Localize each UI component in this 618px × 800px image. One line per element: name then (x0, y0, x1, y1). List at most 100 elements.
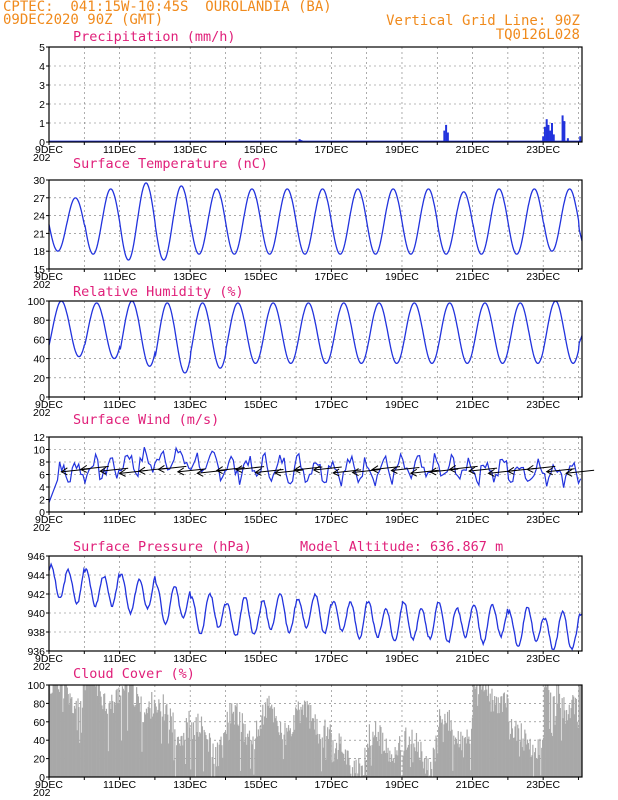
precip-bar (550, 123, 553, 142)
cloud-bar (212, 743, 214, 777)
cloud-bar (248, 730, 251, 777)
cloud-bar (501, 696, 503, 777)
cloud-bar (527, 743, 529, 777)
cloud-bar (224, 731, 227, 777)
cloud-bar (546, 685, 548, 777)
cloud-bar (393, 762, 395, 777)
cloud-bar (449, 731, 451, 777)
cloud-bar (295, 707, 297, 777)
cloud-bar (256, 736, 259, 777)
cloud-bar (542, 739, 544, 777)
cloud-bar (157, 709, 159, 777)
panel-title: Precipitation (mm/h) (73, 29, 236, 45)
cloud-bar (237, 724, 239, 777)
precip-bar (549, 130, 552, 142)
cloud-bar (78, 707, 80, 777)
cloud-bar (340, 736, 342, 777)
cloud-bar (137, 696, 140, 777)
cloud-bar (460, 731, 462, 777)
panel-title: Cloud Cover (%) (73, 666, 195, 682)
cloud-bar (61, 685, 63, 777)
cloud-bar (189, 727, 191, 777)
cloud-bar (332, 740, 334, 777)
cloud-bar (327, 727, 329, 777)
cloud-bar (362, 775, 364, 777)
cloud-bar (85, 685, 87, 777)
cloud-bar (488, 701, 490, 777)
cloud-bar (538, 754, 540, 777)
cloud-bar (64, 685, 66, 777)
cloud-bar (384, 752, 386, 777)
cloud-bar (264, 702, 267, 777)
cloud-bar (436, 738, 438, 777)
y-tick-label: 1 (39, 118, 45, 130)
cloud-bar (155, 706, 157, 777)
cloud-bar (218, 744, 220, 777)
y-tick-label: 80 (33, 315, 45, 327)
cloud-bar (267, 705, 269, 777)
wind-barb (80, 465, 109, 470)
cloud-bar (299, 723, 301, 777)
cloud-bar (125, 685, 127, 777)
y-tick-label: 4 (39, 482, 45, 494)
cloud-bar (487, 685, 490, 777)
cloud-bar (403, 750, 405, 777)
y-tick-label: 6 (39, 470, 45, 482)
cloud-bar (123, 690, 125, 777)
cloud-bar (57, 689, 60, 777)
panel-annotation: Model Altitude: 636.867 m (300, 539, 503, 555)
wind-barb-head (429, 467, 437, 476)
cloud-bar (313, 729, 315, 777)
x-tick-label: 15DEC (244, 271, 278, 283)
x-tick-label: 23DEC (526, 779, 560, 791)
cloud-bar (72, 713, 75, 777)
cloud-bar (390, 761, 392, 777)
cloud-bar (369, 745, 371, 777)
cloud-bar (179, 745, 181, 777)
wind-barb (371, 466, 401, 471)
cloud-bar (523, 750, 525, 777)
cloud-bar (154, 702, 156, 777)
cloud-bar (322, 747, 324, 777)
cloud-bar (338, 733, 340, 777)
cloud-bar (87, 685, 89, 777)
cloud-bar (350, 773, 352, 777)
cloud-bar (535, 758, 537, 777)
cloud-bar (442, 742, 444, 777)
cloud-bar (524, 729, 526, 777)
cloud-bar (88, 685, 91, 777)
wind-barb-head (390, 466, 398, 474)
precip-bar (542, 136, 545, 142)
cloud-bar (513, 737, 515, 777)
y-tick-label: 21 (33, 228, 45, 240)
wind-barb-head (370, 465, 379, 474)
wind-barb-head (99, 466, 107, 475)
cloud-bar (565, 723, 567, 777)
cloud-bar (265, 717, 267, 777)
cloud-bar (450, 720, 452, 777)
cloud-bar (573, 696, 575, 777)
cloud-bar (461, 750, 463, 777)
cloud-bar (201, 726, 203, 777)
cloud-bar (495, 696, 498, 777)
cloud-bar (301, 709, 303, 777)
cloud-bar (263, 724, 265, 777)
x-tick-label: 21DEC (456, 399, 490, 411)
panel-5: Cloud Cover (%) 0 20 40 60 80 100 9DEC 11DEC 13DE… (27, 666, 583, 799)
cloud-bar (100, 696, 102, 777)
cloud-bar (277, 726, 279, 777)
y-tick-label: 944 (27, 570, 45, 582)
cloud-bar (132, 685, 134, 777)
cloud-bar (104, 711, 107, 777)
cloud-bar (252, 736, 254, 777)
cloud-bar (454, 737, 457, 777)
cloud-bar (327, 739, 330, 777)
cloud-bar (120, 740, 123, 777)
y-tick-label: 936 (27, 646, 45, 658)
cloud-bar (519, 741, 522, 777)
cloud-bar (424, 773, 426, 777)
cloud-bar (574, 714, 576, 777)
cloud-bar (406, 747, 409, 777)
wind-barb-head (273, 468, 282, 477)
cloud-bar (556, 685, 558, 777)
